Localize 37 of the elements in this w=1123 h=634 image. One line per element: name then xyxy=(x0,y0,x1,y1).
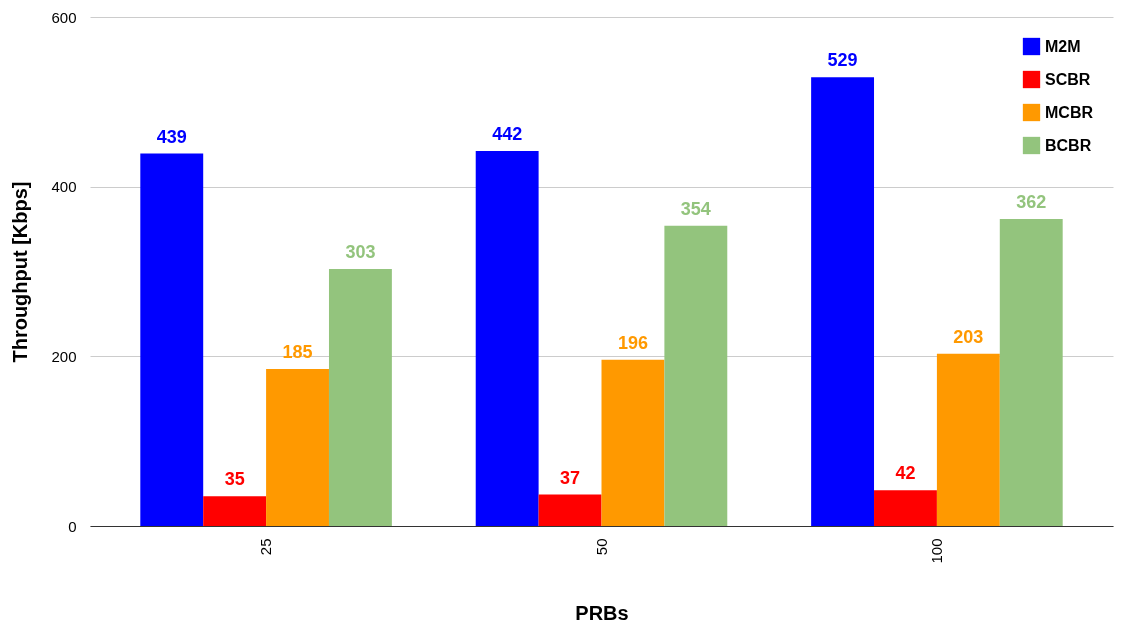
legend-label: M2M xyxy=(1045,37,1081,55)
bar xyxy=(811,77,875,526)
x-tick-label: 25 xyxy=(257,538,275,556)
data-label: 303 xyxy=(345,241,376,262)
data-label: 439 xyxy=(156,126,187,147)
bar xyxy=(538,494,602,526)
data-label: 42 xyxy=(895,463,916,484)
bar xyxy=(475,151,539,526)
x-tick-label: 100 xyxy=(927,538,945,564)
bar xyxy=(601,359,665,526)
bar xyxy=(140,153,204,526)
y-tick-label: 600 xyxy=(51,8,77,26)
data-label: 362 xyxy=(1016,191,1047,212)
x-tick-label: 50 xyxy=(592,538,610,556)
data-label: 35 xyxy=(224,469,245,490)
bar xyxy=(999,218,1063,526)
x-axis-title: PRBs xyxy=(575,601,629,624)
legend-label: SCBR xyxy=(1045,70,1091,88)
data-label: 196 xyxy=(617,332,648,353)
bar xyxy=(936,353,1000,526)
data-label: 442 xyxy=(492,124,523,145)
data-label: 354 xyxy=(680,198,711,219)
legend-label: MCBR xyxy=(1045,103,1094,121)
bar xyxy=(266,369,329,526)
bar xyxy=(874,490,937,526)
bar xyxy=(203,496,267,526)
data-label: 529 xyxy=(827,50,858,71)
legend-label: BCBR xyxy=(1045,136,1092,154)
data-label: 185 xyxy=(282,342,313,363)
y-tick-label: 400 xyxy=(51,178,77,196)
y-tick-label: 200 xyxy=(51,347,77,365)
y-axis-title: Throughput [Kbps] xyxy=(9,181,32,363)
bar xyxy=(328,268,392,526)
data-label: 203 xyxy=(953,326,984,347)
bar xyxy=(664,225,728,526)
data-label: 37 xyxy=(560,467,581,488)
y-tick-label: 0 xyxy=(68,517,77,535)
